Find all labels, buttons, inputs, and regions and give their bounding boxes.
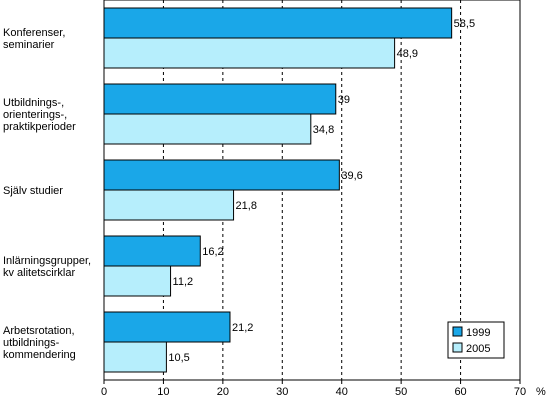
bar-2005-2	[103, 189, 235, 221]
bar-1999-2	[103, 159, 340, 191]
x-tick-label-70: 70	[514, 386, 526, 398]
legend-swatch-1999	[452, 326, 463, 337]
bar-1999-1	[103, 83, 337, 115]
bar-2005-4	[103, 341, 167, 373]
bar-1999-4	[103, 311, 231, 343]
data-label-2005-2: 21,8	[236, 200, 257, 212]
category-label-0-1: seminarier	[3, 39, 55, 51]
category-label-4-2: kommendering	[3, 349, 76, 361]
x-tick-label-50: 50	[395, 386, 407, 398]
data-label-1999-0: 58,5	[454, 18, 475, 30]
category-label-2-0: Själv studier	[3, 185, 63, 197]
bar-2005-1	[103, 113, 312, 145]
x-tick-label-60: 60	[454, 386, 466, 398]
data-label-1999-1: 39	[338, 94, 350, 106]
bar-2005-0	[103, 37, 396, 69]
data-label-2005-4: 10,5	[168, 352, 189, 364]
category-label-1-2: praktikperioder	[3, 121, 76, 133]
data-label-1999-4: 21,2	[232, 322, 253, 334]
data-label-2005-1: 34,8	[313, 124, 334, 136]
category-label-1-0: Utbildnings-,	[3, 97, 64, 109]
data-label-1999-3: 16,2	[202, 246, 223, 258]
x-tick-label-10: 10	[157, 386, 169, 398]
x-tick-label-30: 30	[276, 386, 288, 398]
legend-label-2005: 2005	[466, 343, 490, 355]
legend-swatch-2005	[452, 342, 463, 353]
bar-1999-0	[103, 7, 453, 39]
bar-1999-3	[103, 235, 201, 267]
x-unit-label: %	[536, 386, 546, 398]
data-label-1999-2: 39,6	[341, 170, 362, 182]
category-label-4-1: utbildnings-	[3, 337, 60, 349]
category-label-3-0: Inlärningsgrupper,	[3, 255, 91, 267]
x-tick-label-0: 0	[101, 386, 107, 398]
bar-2005-3	[103, 265, 172, 297]
data-label-2005-3: 11,2	[173, 276, 194, 288]
category-label-1-1: orienterings-,	[3, 109, 67, 121]
category-label-3-1: kv alitetscirklar	[3, 267, 75, 279]
legend-label-1999: 1999	[466, 327, 490, 339]
x-tick-label-40: 40	[336, 386, 348, 398]
x-tick-label-20: 20	[217, 386, 229, 398]
category-label-4-0: Arbetsrotation,	[3, 325, 75, 337]
data-label-2005-0: 48,9	[397, 48, 418, 60]
category-label-0-0: Konferenser,	[3, 27, 65, 39]
